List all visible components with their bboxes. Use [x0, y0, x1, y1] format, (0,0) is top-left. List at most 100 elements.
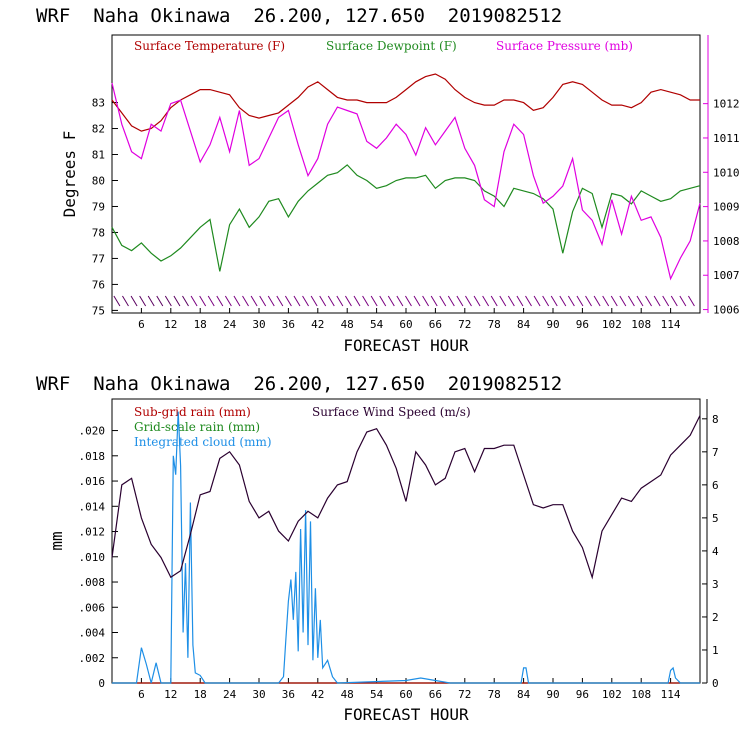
x-tick-label: 72: [458, 688, 471, 701]
wind-barb: [387, 295, 395, 307]
wind-barb: [516, 295, 524, 307]
wind-barbs: [113, 295, 695, 307]
y-tick-label: 80: [92, 174, 105, 187]
wind-barb: [576, 295, 584, 307]
y2-tick-label: 1011: [713, 132, 740, 145]
wind-barb: [499, 295, 507, 307]
y-tick-label: 77: [92, 252, 105, 265]
wind-barb: [216, 295, 224, 307]
wind-barb: [344, 295, 352, 307]
y-tick-label: 78: [92, 226, 105, 239]
top-y2-axis: 1006 1007 1008 1009 1010 1011 1012: [703, 98, 740, 317]
y2-tick-label: 1: [712, 644, 719, 657]
wind-barb: [602, 295, 610, 307]
dewpoint-line: [111, 164, 701, 272]
wind-barb: [284, 295, 292, 307]
y-tick-label: .002: [79, 652, 106, 665]
wind-barb: [370, 295, 378, 307]
top-chart-title: WRF Naha Okinawa 26.200, 127.650 2019082…: [36, 5, 562, 27]
x-tick-label: 108: [631, 318, 651, 331]
wind-barb: [327, 295, 335, 307]
wind-barb: [456, 295, 464, 307]
wind-barb: [207, 295, 215, 307]
x-tick-label: 78: [488, 688, 501, 701]
x-tick-label: 6: [138, 318, 145, 331]
wind-speed-line: [111, 415, 701, 580]
wind-barb: [250, 295, 258, 307]
wind-barb: [465, 295, 472, 307]
wind-barb: [585, 295, 592, 307]
y2-tick-label: 1010: [713, 166, 740, 179]
bottom-x-axis-label: FORECAST HOUR: [343, 705, 469, 724]
wind-barb: [224, 295, 232, 307]
top-plot-frame: [111, 34, 701, 314]
top-series-layer: [111, 73, 701, 281]
x-tick-label: 18: [194, 318, 207, 331]
x-tick-label: 66: [429, 318, 442, 331]
wind-barb: [233, 295, 241, 307]
top-x-axis: 6 12 18 24 30 36 42 48 54 60 66 72 78 84 90 96 102 108 114: [138, 308, 681, 331]
bottom-y2-axis: 0 1 2 3 4 5 6 7 8: [702, 413, 719, 690]
x-tick-label: 78: [488, 318, 501, 331]
temperature-line: [111, 73, 700, 132]
bottom-y-axis: 0 .002 .004 .006 .008 .010 .012 .014 .016 .018 .02…: [79, 425, 118, 690]
wind-barb: [679, 295, 687, 307]
wind-barb: [447, 295, 455, 307]
x-tick-label: 114: [661, 688, 681, 701]
wind-barb: [473, 295, 481, 307]
wind-barb: [533, 295, 541, 307]
wind-barb: [490, 295, 498, 307]
wind-barb: [525, 295, 532, 307]
wind-barb: [362, 295, 370, 307]
y2-tick-label: 8: [712, 413, 719, 426]
x-tick-label: 60: [399, 688, 412, 701]
wind-barb: [139, 295, 147, 307]
y2-tick-label: 1008: [713, 235, 740, 248]
wind-barb: [302, 295, 309, 307]
y2-tick-label: 1009: [713, 201, 740, 214]
wind-barb: [559, 295, 567, 307]
top-y-axis-label: Degrees F: [60, 131, 79, 218]
pressure-line: [111, 82, 701, 281]
wind-barb: [645, 295, 652, 307]
y-tick-label: 76: [92, 278, 105, 291]
wind-barb: [336, 295, 344, 307]
x-tick-label: 90: [546, 318, 559, 331]
wind-barb: [122, 295, 129, 307]
y2-tick-label: 5: [712, 512, 719, 525]
legend-gridscale-rain: Grid-scale rain (mm): [134, 420, 260, 434]
y2-tick-label: 4: [712, 545, 719, 558]
y2-tick-label: 1006: [713, 304, 740, 317]
wind-barb: [542, 295, 550, 307]
wind-barb: [267, 295, 275, 307]
y-tick-label: .016: [79, 475, 106, 488]
x-tick-label: 96: [576, 688, 589, 701]
wind-barb: [379, 295, 387, 307]
wind-barb: [610, 295, 618, 307]
y-tick-label: .006: [79, 601, 106, 614]
wind-barb: [627, 295, 635, 307]
y-tick-label: .018: [79, 450, 106, 463]
x-tick-label: 12: [164, 688, 177, 701]
wind-barb: [130, 295, 138, 307]
top-y-axis: 75 76 77 78 79 80 81 82 83: [92, 97, 118, 317]
wind-barb: [259, 295, 267, 307]
y-tick-label: .010: [79, 551, 106, 564]
wind-barb: [173, 295, 181, 307]
wind-barb: [276, 295, 284, 307]
x-tick-label: 42: [311, 318, 324, 331]
y-tick-label: 75: [92, 304, 105, 317]
wind-barb: [550, 295, 558, 307]
wind-barb: [653, 295, 661, 307]
x-tick-label: 42: [311, 688, 324, 701]
y-tick-label: .012: [79, 526, 106, 539]
x-tick-label: 48: [341, 318, 354, 331]
y-tick-label: 83: [92, 97, 105, 110]
x-tick-label: 90: [546, 688, 559, 701]
wind-barb: [507, 295, 515, 307]
x-tick-label: 12: [164, 318, 177, 331]
legend-dewpoint: Surface Dewpoint (F): [326, 39, 457, 53]
wind-barb: [396, 295, 404, 307]
x-tick-label: 108: [631, 688, 651, 701]
